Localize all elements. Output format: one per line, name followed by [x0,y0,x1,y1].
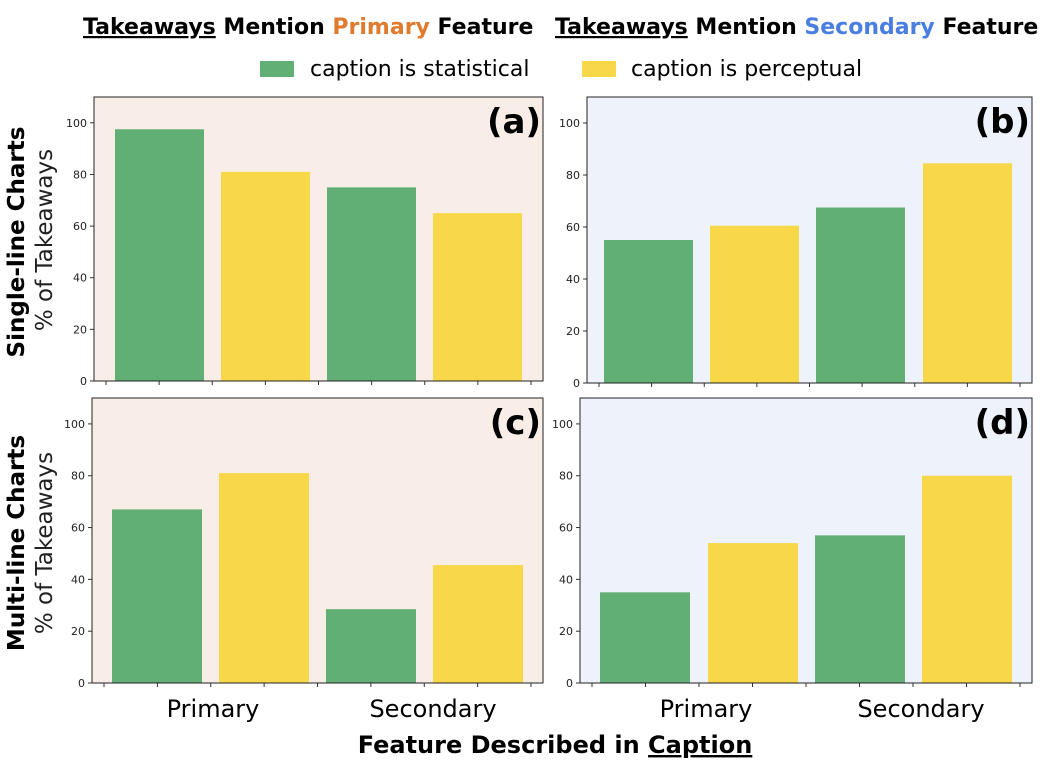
bar-perceptual-primary [219,473,309,683]
bar-perceptual-primary [708,543,798,683]
y-tick-label: 0 [566,677,573,690]
column-title-primary: Takeaways Mention Primary Feature [83,15,533,40]
y-tick-label: 60 [559,522,573,535]
y-tick-label: 80 [71,470,85,483]
y-tick-label: 100 [559,117,580,130]
bar-perceptual-secondary [433,213,522,381]
y-tick-label: 100 [552,418,573,431]
x-axis-label: Feature Described in Caption [358,731,753,759]
bar-perceptual-secondary [923,163,1012,383]
column-title-lead: Takeaways [555,15,688,40]
panel-c: 0 20 40 60 80 100 (c) [64,397,544,690]
y-tick-label: 100 [64,418,85,431]
bar-statistical-primary [115,129,204,381]
y-tick-label: 0 [78,677,85,690]
y-tick-label: 80 [73,168,87,181]
y-tick-label: 0 [80,375,87,388]
y-tick-label: 20 [566,325,580,338]
bar-statistical-secondary [815,535,905,683]
plot-frame [91,397,544,684]
legend-swatch-statistical [260,61,294,77]
column-title-feature: Secondary [804,15,934,40]
x-category-primary-right: Primary [660,695,753,723]
plot-frame [586,96,1033,384]
bar-statistical-primary [112,509,202,683]
column-title-tail: Feature [430,15,534,40]
panel-tag: (d) [975,403,1030,443]
x-axis-label-underlined: Caption [648,731,752,759]
column-title-feature: Primary [332,15,429,40]
y-tick-label: 60 [566,221,580,234]
y-tick-label: 40 [559,573,573,586]
y-tick-label: 20 [559,625,573,638]
column-title-mid: Mention [688,15,805,40]
x-category-primary-left: Primary [167,695,260,723]
plot-frame [93,96,544,382]
bar-perceptual-secondary [433,565,523,683]
bar-statistical-secondary [327,187,416,381]
bar-perceptual-primary [221,171,310,381]
panel-d: 0 20 40 60 80 100 (d) [552,397,1033,690]
row-subtitle-single-line: % of Takeaways [32,149,58,331]
panel-tag: (a) [487,102,541,142]
y-tick-label: 60 [71,522,85,535]
y-tick-label: 100 [66,117,87,130]
x-category-secondary-left: Secondary [369,695,496,723]
y-tick-label: 20 [73,323,87,336]
y-tick-label: 0 [573,377,580,390]
panel-a: 0 20 40 60 80 100 (a) [66,96,544,388]
column-title-tail: Feature [935,15,1039,40]
row-title-single-line: Single-line Charts [4,127,30,358]
y-tick-label: 20 [71,625,85,638]
column-title-lead: Takeaways [83,15,216,40]
plot-frame [579,397,1033,684]
row-title-multi-line: Multi-line Charts [4,435,30,651]
bar-statistical-primary [600,592,690,683]
y-tick-label: 40 [71,573,85,586]
y-tick-label: 40 [73,272,87,285]
legend-label-perceptual: caption is perceptual [631,57,862,82]
bar-perceptual-primary [710,225,799,383]
legend-label-statistical: caption is statistical [310,57,529,82]
bar-statistical-secondary [816,207,905,383]
bar-perceptual-secondary [922,475,1012,683]
y-tick-label: 40 [566,273,580,286]
y-tick-label: 60 [73,220,87,233]
panel-tag: (b) [975,102,1030,142]
row-subtitle-multi-line: % of Takeaways [32,452,58,634]
bar-statistical-secondary [326,609,416,683]
column-title-secondary: Takeaways Mention Secondary Feature [555,15,1038,40]
legend-swatch-perceptual [582,61,616,77]
panel-b: 0 20 40 60 80 100 (b) [559,96,1033,390]
y-tick-label: 80 [566,169,580,182]
bar-statistical-primary [604,240,693,383]
panel-tag: (c) [490,403,541,443]
legend: caption is statistical caption is percep… [260,57,862,82]
x-category-secondary-right: Secondary [857,695,984,723]
column-title-mid: Mention [216,15,333,40]
x-axis-label-prefix: Feature Described in [358,731,648,759]
y-tick-label: 80 [559,470,573,483]
